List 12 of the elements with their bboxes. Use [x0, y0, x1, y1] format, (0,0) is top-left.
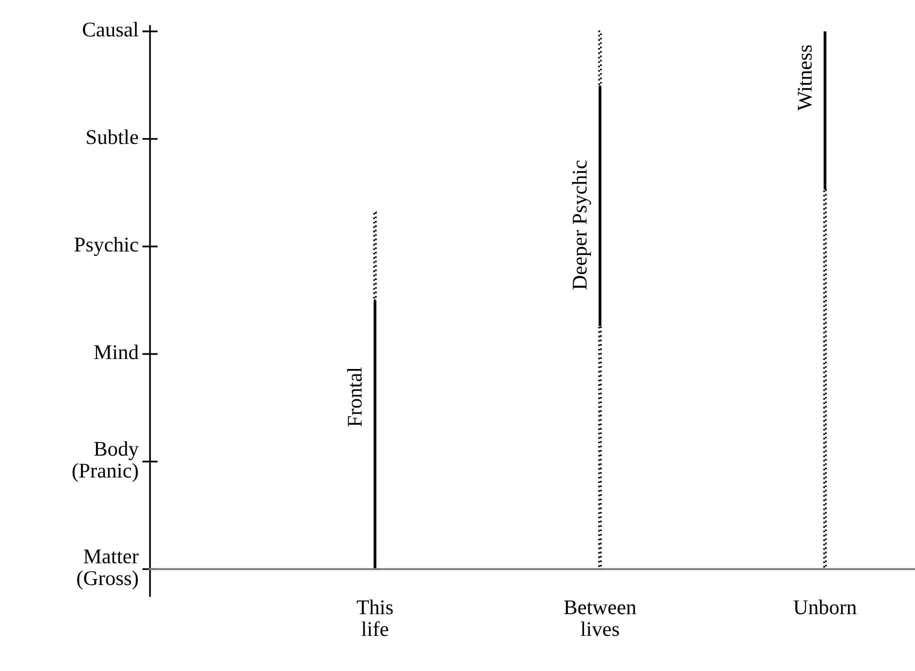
annotation: Frontal	[347, 367, 362, 427]
text: Mind	[94, 344, 138, 360]
text: Body (Pranic)	[72, 441, 139, 482]
x-tick-label: This life	[356, 600, 393, 636]
x-tick-label: Unborn	[794, 600, 857, 614]
text: Matter (Gross)	[77, 550, 139, 590]
x-tick-label: Between lives	[564, 600, 636, 636]
annotation: Witness	[798, 45, 812, 111]
text: Psychic	[74, 236, 138, 256]
text: Subtle	[86, 129, 138, 144]
annotation: Deeper Psychic	[572, 160, 591, 290]
text: Causal	[82, 22, 138, 37]
